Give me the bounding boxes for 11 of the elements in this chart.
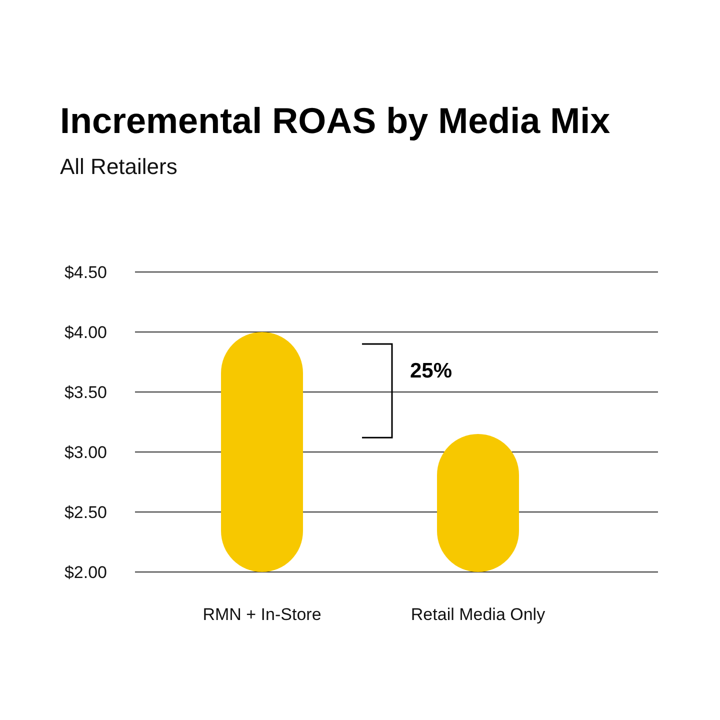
y-tick-label: $2.50 — [64, 503, 107, 522]
y-tick-label: $2.00 — [64, 563, 107, 582]
y-tick-label: $4.50 — [64, 263, 107, 282]
y-tick-label: $3.00 — [64, 443, 107, 462]
x-tick-label: Retail Media Only — [410, 605, 546, 624]
chart-title: Incremental ROAS by Media Mix — [60, 100, 610, 142]
annotation: 25% — [410, 360, 452, 383]
y-tick-label: $4.00 — [64, 323, 107, 342]
x-tick-label: RMN + In-Store — [202, 605, 322, 624]
chart-subtitle: All Retailers — [60, 154, 178, 180]
y-tick-label: $3.50 — [64, 383, 107, 402]
